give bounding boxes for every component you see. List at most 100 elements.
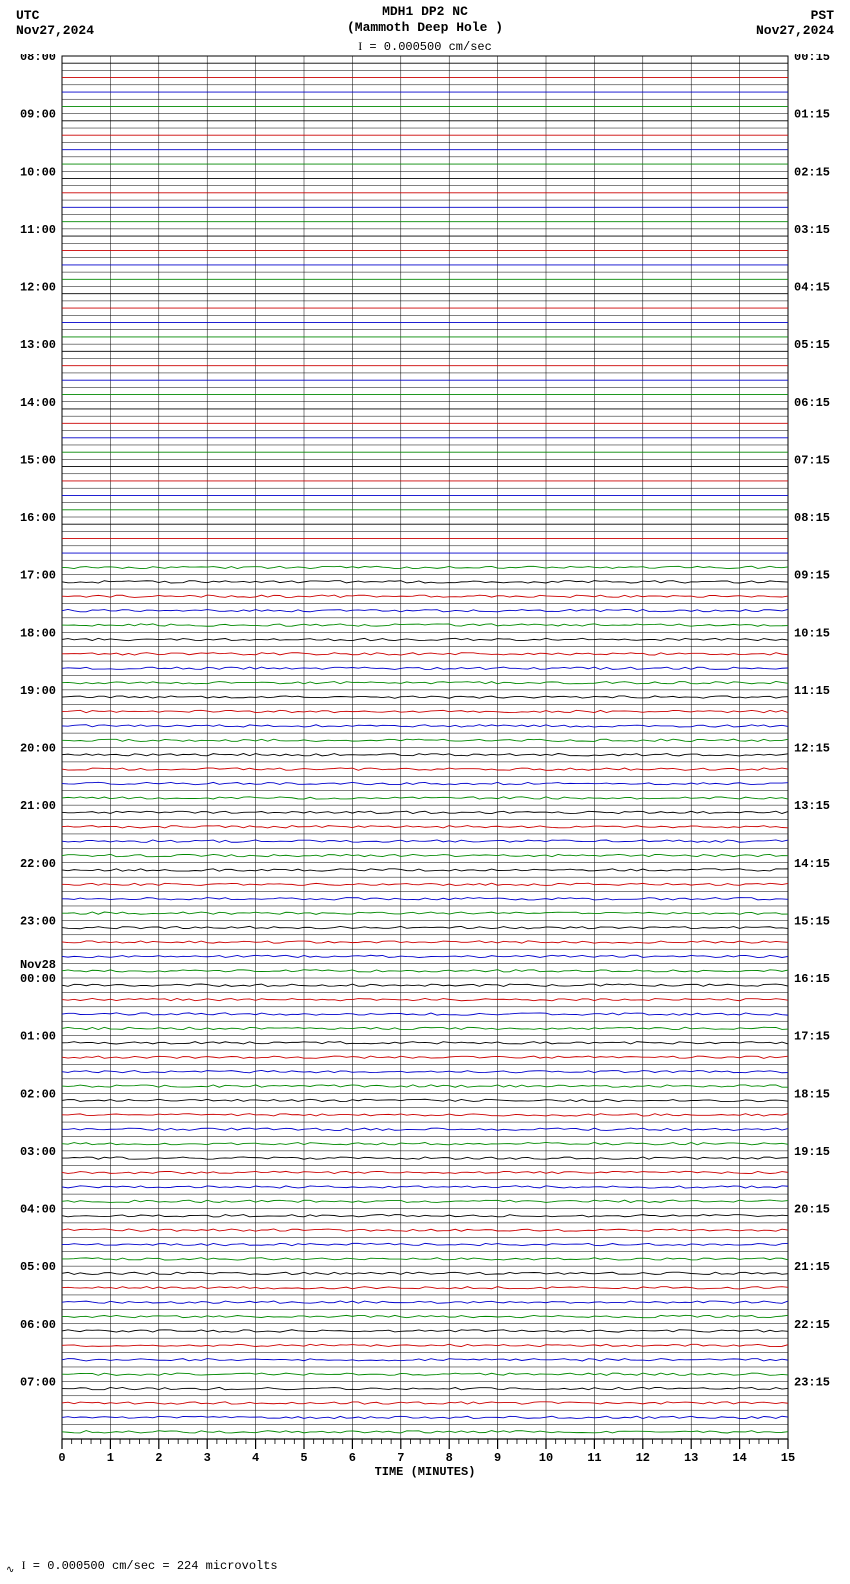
title-line-2: (Mammoth Deep Hole ) (0, 20, 850, 36)
trace-line (62, 710, 788, 712)
pst-time-label: 21:15 (794, 1260, 830, 1274)
trace-line (62, 1430, 788, 1432)
trace-line (62, 1171, 788, 1173)
trace-line (62, 1056, 788, 1058)
trace-line (62, 1243, 788, 1245)
trace-line (62, 595, 788, 597)
xaxis-tick-label: 11 (587, 1451, 601, 1465)
pst-time-label: 04:15 (794, 280, 830, 294)
trace-line (62, 940, 788, 942)
pst-time-label: 08:15 (794, 511, 830, 525)
footer-text: = 0.000500 cm/sec = 224 microvolts (33, 1559, 278, 1573)
xaxis-tick-label: 15 (781, 1451, 795, 1465)
trace-line (62, 739, 788, 741)
utc-time-label: 11:00 (20, 222, 56, 236)
utc-time-label: 01:00 (20, 1029, 56, 1043)
trace-line (62, 681, 788, 683)
trace-line (62, 811, 788, 813)
pst-time-label: 23:15 (794, 1375, 830, 1389)
scale-text: = 0.000500 cm/sec (369, 40, 491, 54)
trace-line (62, 767, 788, 769)
footer-scale: ∿ I = 0.000500 cm/sec = 224 microvolts (6, 1558, 278, 1576)
utc-time-label: 03:00 (20, 1144, 56, 1158)
xaxis-tick-label: 4 (252, 1451, 259, 1465)
pst-time-label: 05:15 (794, 338, 830, 352)
trace-line (62, 638, 788, 640)
trace-line (62, 1315, 788, 1317)
pst-time-label: 18:15 (794, 1087, 830, 1101)
pst-time-label: 02:15 (794, 165, 830, 179)
pst-time-label: 01:15 (794, 107, 830, 121)
utc-time-label: 16:00 (20, 511, 56, 525)
trace-line (62, 1142, 788, 1144)
trace-line (62, 883, 788, 885)
utc-time-label: 22:00 (20, 856, 56, 870)
trace-line (62, 897, 788, 899)
trace-line (62, 984, 788, 986)
utc-time-label: 15:00 (20, 453, 56, 467)
xaxis-tick-label: 3 (204, 1451, 211, 1465)
trace-line (62, 1070, 788, 1072)
pst-time-label: 22:15 (794, 1317, 830, 1331)
trace-line (62, 1387, 788, 1389)
trace-line (62, 623, 788, 625)
trace-line (62, 825, 788, 827)
xaxis-tick-label: 5 (300, 1451, 307, 1465)
trace-line (62, 1041, 788, 1043)
trace-line (62, 782, 788, 784)
xaxis-tick-label: 10 (539, 1451, 553, 1465)
utc-time-label: 08:00 (20, 54, 56, 64)
utc-time-label: 14:00 (20, 395, 56, 409)
xaxis-tick-label: 8 (446, 1451, 453, 1465)
trace-line (62, 1373, 788, 1375)
trace-line (62, 1228, 788, 1230)
trace-line (62, 1156, 788, 1158)
trace-line (62, 1358, 788, 1360)
trace-line (62, 839, 788, 841)
trace-line (62, 580, 788, 582)
pst-time-label: 14:15 (794, 856, 830, 870)
trace-line (62, 969, 788, 971)
utc-time-label: 00:00 (20, 972, 56, 986)
utc-time-label: 05:00 (20, 1260, 56, 1274)
trace-line (62, 724, 788, 726)
trace-line (62, 1257, 788, 1259)
pst-time-label: 19:15 (794, 1144, 830, 1158)
utc-rollover-label: Nov28 (20, 958, 56, 972)
trace-line (62, 998, 788, 1000)
pst-time-label: 12:15 (794, 741, 830, 755)
trace-line (62, 1084, 788, 1086)
trace-line (62, 609, 788, 611)
trace-line (62, 911, 788, 913)
utc-time-label: 19:00 (20, 683, 56, 697)
trace-line (62, 1128, 788, 1130)
utc-time-label: 20:00 (20, 741, 56, 755)
utc-time-label: 21:00 (20, 799, 56, 813)
pst-time-label: 00:15 (794, 54, 830, 64)
trace-line (62, 1113, 788, 1115)
utc-time-label: 06:00 (20, 1317, 56, 1331)
trace-line (62, 1200, 788, 1202)
trace-line (62, 796, 788, 798)
trace-line (62, 1344, 788, 1346)
pst-time-label: 09:15 (794, 568, 830, 582)
trace-line (62, 1416, 788, 1418)
trace-line (62, 753, 788, 755)
xaxis-label: TIME (MINUTES) (375, 1465, 476, 1479)
xaxis-tick-label: 13 (684, 1451, 698, 1465)
xaxis-tick-label: 0 (58, 1451, 65, 1465)
utc-time-label: 09:00 (20, 107, 56, 121)
xaxis-tick-label: 12 (636, 1451, 650, 1465)
trace-line (62, 926, 788, 928)
trace-line (62, 1401, 788, 1403)
pst-time-label: 10:15 (794, 626, 830, 640)
ibar-icon: I (358, 39, 362, 53)
trace-line (62, 1185, 788, 1187)
pst-time-label: 17:15 (794, 1029, 830, 1043)
utc-time-label: 10:00 (20, 165, 56, 179)
trace-line (62, 868, 788, 870)
trace-line (62, 1286, 788, 1288)
pst-time-label: 15:15 (794, 914, 830, 928)
pst-time-label: 07:15 (794, 453, 830, 467)
utc-time-label: 04:00 (20, 1202, 56, 1216)
